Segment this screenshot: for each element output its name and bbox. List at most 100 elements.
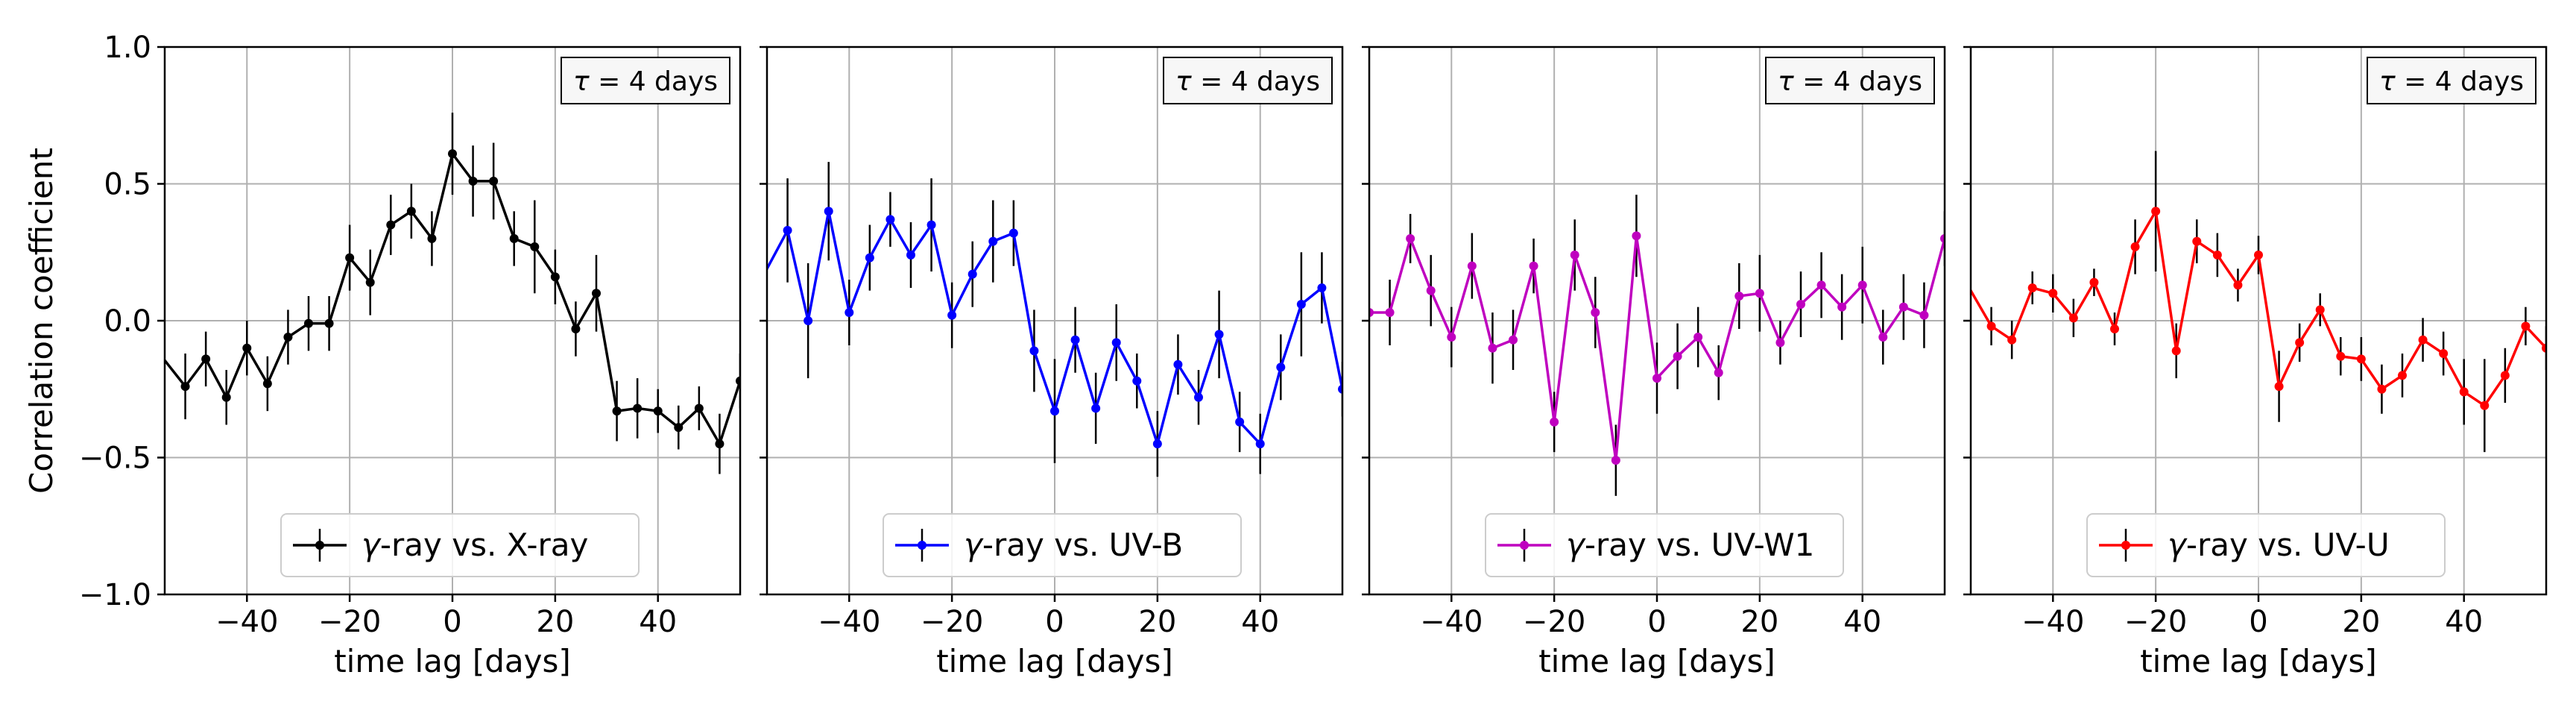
data-point — [2377, 384, 2387, 394]
data-point — [1152, 439, 1162, 449]
legend-label: γ-ray vs. UV-B — [964, 527, 1183, 563]
x-tick-label: −20 — [318, 605, 381, 639]
data-point — [1529, 261, 1538, 271]
data-point — [571, 324, 581, 334]
data-point — [1296, 299, 1306, 309]
series — [767, 162, 1342, 477]
data-point — [1632, 231, 1641, 241]
data-point — [1235, 417, 1245, 427]
data-point — [783, 225, 792, 235]
data-point — [2068, 313, 2078, 323]
annotation-frame — [2367, 57, 2536, 104]
legend-gamma: γ — [2168, 527, 2188, 563]
ticks: −40 −20 0 20 40 — [760, 45, 1279, 639]
legend-suffix: -ray vs. X-ray — [380, 527, 589, 563]
data-point — [1837, 302, 1847, 312]
data-point — [865, 253, 874, 263]
data-point — [2233, 280, 2243, 290]
legend: γ-ray vs. X-ray — [280, 513, 640, 577]
data-point — [242, 343, 252, 353]
legend: γ-ray vs. UV-U — [2086, 513, 2446, 577]
gridlines — [1971, 46, 2546, 595]
data-point — [2295, 338, 2305, 348]
data-point — [674, 423, 684, 433]
data-point — [262, 379, 272, 389]
x-tick-label: 0 — [1045, 605, 1064, 639]
data-point — [906, 250, 915, 260]
data-point — [1447, 333, 1456, 342]
x-tick-label: −20 — [921, 605, 983, 639]
data-point — [2048, 289, 2058, 298]
data-point — [1467, 261, 1477, 271]
legend-frame — [883, 513, 1242, 577]
data-point — [530, 242, 540, 251]
data-point — [1652, 374, 1661, 383]
chart-panel-4: −40 −20 0 20 40 time lag [days] τ = 4 days γ-ra… — [1963, 45, 2548, 679]
data-point — [1111, 338, 1121, 348]
x-tick-label: 20 — [536, 605, 574, 639]
data-point — [1714, 368, 1723, 377]
data-point — [1898, 302, 1908, 312]
series — [165, 113, 740, 474]
data-point — [967, 269, 977, 279]
x-tick-label: −20 — [2124, 605, 2187, 639]
annotation-tau: τ — [1175, 66, 1192, 97]
data-point — [2171, 346, 2181, 356]
data-point — [1029, 346, 1039, 356]
annotation-value: = 4 days — [2396, 66, 2524, 97]
annotation-box: τ = 4 days — [1765, 57, 1935, 104]
ticks: −40 −20 0 20 40 1.0 0.5 0.0 −0.5 −1.0 — [79, 31, 677, 639]
data-point — [365, 277, 375, 287]
legend-marker — [315, 541, 324, 550]
x-tick-label: −40 — [1420, 605, 1483, 639]
data-point — [2089, 277, 2099, 287]
data-point — [2521, 321, 2531, 331]
data-point — [1550, 417, 1559, 427]
legend: γ-ray vs. UV-W1 — [1485, 513, 1844, 577]
legend-gamma: γ — [1566, 527, 1586, 563]
legend-marker — [918, 541, 926, 550]
legend-frame — [2086, 513, 2446, 577]
data-point — [926, 220, 936, 230]
x-tick-label: 40 — [2445, 605, 2483, 639]
data-point — [509, 233, 519, 243]
data-point — [653, 406, 663, 416]
data-point — [2356, 354, 2366, 364]
x-tick-label: 20 — [1138, 605, 1176, 639]
x-axis-title: time lag [days] — [1538, 643, 1775, 679]
data-point — [2336, 351, 2346, 361]
annotation-text: τ = 4 days — [2379, 66, 2524, 97]
series — [1369, 195, 1945, 496]
data-point — [1070, 335, 1080, 345]
legend-marker — [1520, 541, 1529, 550]
y-axis-title: Correlation coefficient — [23, 148, 60, 494]
data-point — [2027, 283, 2037, 292]
data-point — [283, 333, 293, 342]
data-point — [2192, 236, 2202, 246]
data-point — [1919, 310, 1929, 320]
data-point — [1050, 406, 1059, 416]
chart-panel-3: −40 −20 0 20 40 time lag [days] τ = 4 days γ-ra… — [1362, 45, 1946, 679]
data-point — [550, 272, 560, 282]
annotation-tau: τ — [573, 66, 590, 97]
data-point — [845, 307, 854, 317]
legend-frame — [280, 513, 640, 577]
legend: γ-ray vs. UV-B — [883, 513, 1242, 577]
data-point — [2274, 382, 2284, 392]
data-point — [2151, 207, 2161, 216]
annotation-tau: τ — [2379, 66, 2396, 97]
data-point — [1940, 233, 1945, 243]
data-point — [2130, 242, 2140, 251]
x-axis-title: time lag [days] — [936, 643, 1173, 679]
data-point — [1488, 343, 1497, 353]
x-axis-title: time lag [days] — [334, 643, 571, 679]
y-tick-label: −0.5 — [79, 442, 151, 476]
x-tick-label: 20 — [2342, 605, 2380, 639]
legend-frame — [1485, 513, 1844, 577]
data-point — [448, 149, 457, 159]
data-point — [1755, 289, 1764, 298]
legend-label: γ-ray vs. UV-W1 — [1566, 527, 1814, 563]
annotation-value: = 4 days — [1794, 66, 1922, 97]
data-point — [804, 316, 813, 325]
annotation-box: τ = 4 days — [1163, 57, 1333, 104]
